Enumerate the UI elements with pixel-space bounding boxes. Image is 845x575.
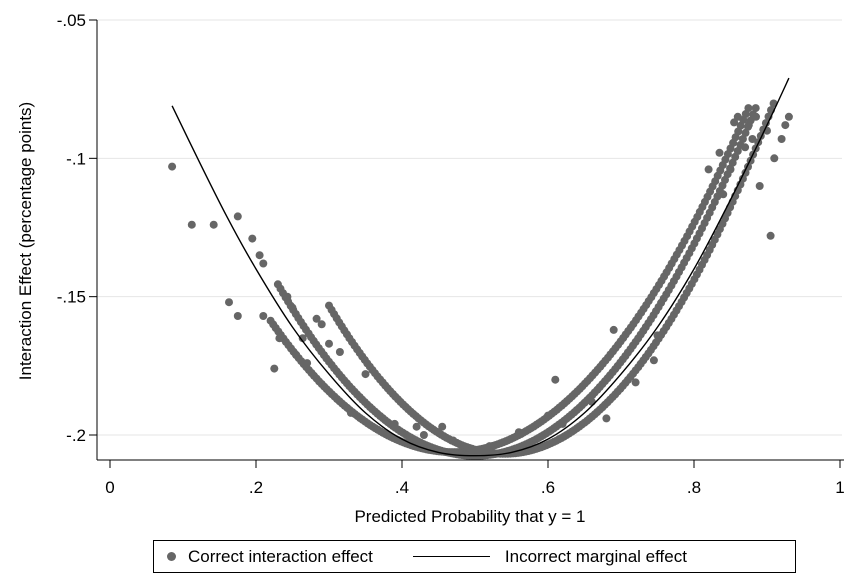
data-point bbox=[741, 128, 750, 137]
data-point bbox=[317, 320, 326, 329]
data-point bbox=[292, 350, 301, 359]
data-point bbox=[270, 364, 279, 373]
data-point bbox=[715, 148, 724, 157]
data-point bbox=[390, 419, 399, 428]
data-point bbox=[558, 419, 567, 428]
data-point bbox=[781, 121, 790, 130]
y-tick-label: -.1 bbox=[66, 149, 86, 168]
data-point bbox=[766, 231, 775, 240]
data-point bbox=[755, 182, 764, 190]
data-point bbox=[649, 356, 658, 365]
y-tick-label: -.15 bbox=[57, 288, 86, 307]
data-point bbox=[303, 359, 312, 368]
x-tick-label: .6 bbox=[541, 478, 555, 497]
data-point bbox=[752, 112, 760, 121]
data-point bbox=[609, 325, 618, 334]
x-tick-label: .8 bbox=[687, 478, 701, 497]
x-tick-label: 0 bbox=[105, 478, 114, 497]
data-point bbox=[233, 312, 242, 320]
chart-legend: Correct interaction effect Incorrect mar… bbox=[153, 540, 796, 573]
data-point bbox=[514, 428, 523, 437]
y-tick-label: -.05 bbox=[57, 11, 86, 30]
data-point bbox=[784, 112, 793, 121]
data-point bbox=[298, 334, 307, 343]
data-points-layer bbox=[168, 99, 793, 460]
legend-marker-line bbox=[412, 556, 490, 557]
data-point bbox=[738, 135, 747, 143]
data-point bbox=[777, 135, 786, 143]
data-point bbox=[485, 442, 494, 451]
data-point bbox=[259, 312, 268, 320]
data-point bbox=[325, 339, 333, 348]
data-point bbox=[335, 348, 344, 356]
chart-svg: -.05 -.1 -.15 -.2 0 .2 .4 .6 .8 1 Predicted Proba… bbox=[16, 11, 845, 526]
marginal-effect-line bbox=[171, 77, 790, 457]
data-point bbox=[255, 251, 264, 260]
legend-item-correct-interaction: Correct interaction effect bbox=[154, 547, 373, 567]
data-point bbox=[631, 378, 640, 387]
data-point bbox=[770, 154, 779, 163]
x-axis-title: Predicted Probability that y = 1 bbox=[354, 507, 585, 526]
x-tick-label: .4 bbox=[395, 478, 409, 497]
data-point bbox=[741, 143, 750, 152]
data-point bbox=[751, 104, 760, 113]
data-point bbox=[544, 411, 552, 420]
data-point bbox=[312, 314, 321, 323]
x-tick-label: 1 bbox=[835, 478, 844, 497]
data-point bbox=[733, 147, 742, 155]
legend-item-incorrect-marginal: Incorrect marginal effect bbox=[373, 547, 687, 567]
data-point bbox=[726, 165, 735, 174]
legend-marker-dot bbox=[167, 552, 176, 561]
data-point bbox=[704, 165, 713, 174]
data-point bbox=[653, 331, 662, 340]
data-point bbox=[602, 414, 611, 423]
data-point bbox=[744, 104, 753, 113]
data-point bbox=[438, 422, 447, 431]
tick-labels: -.05 -.1 -.15 -.2 0 .2 .4 .6 .8 1 bbox=[57, 11, 845, 497]
axes bbox=[89, 19, 844, 468]
data-point bbox=[748, 135, 757, 143]
data-point bbox=[225, 298, 233, 307]
data-point bbox=[168, 162, 177, 171]
data-point bbox=[275, 334, 284, 343]
gridlines bbox=[97, 19, 842, 436]
y-tick-label: -.2 bbox=[66, 426, 86, 445]
legend-label-incorrect: Incorrect marginal effect bbox=[504, 546, 687, 566]
legend-label-correct: Correct interaction effect bbox=[188, 546, 373, 566]
data-point bbox=[259, 259, 268, 268]
data-point bbox=[587, 397, 596, 406]
data-point bbox=[733, 112, 742, 121]
data-point bbox=[283, 292, 292, 301]
marginal-effect-line-layer bbox=[171, 77, 790, 457]
data-point bbox=[551, 375, 560, 384]
data-point bbox=[419, 431, 428, 439]
data-point bbox=[288, 303, 297, 312]
x-tick-label: .2 bbox=[249, 478, 263, 497]
data-point bbox=[187, 220, 196, 229]
data-point bbox=[744, 121, 753, 130]
data-point bbox=[361, 370, 370, 379]
data-point bbox=[346, 408, 355, 417]
data-point bbox=[719, 190, 728, 199]
data-point bbox=[209, 220, 218, 229]
y-axis-title: Interaction Effect (percentage points) bbox=[16, 102, 35, 380]
data-point bbox=[233, 212, 242, 221]
data-point bbox=[761, 119, 770, 128]
data-point bbox=[248, 234, 257, 243]
data-point bbox=[449, 436, 458, 445]
data-point bbox=[412, 422, 421, 431]
